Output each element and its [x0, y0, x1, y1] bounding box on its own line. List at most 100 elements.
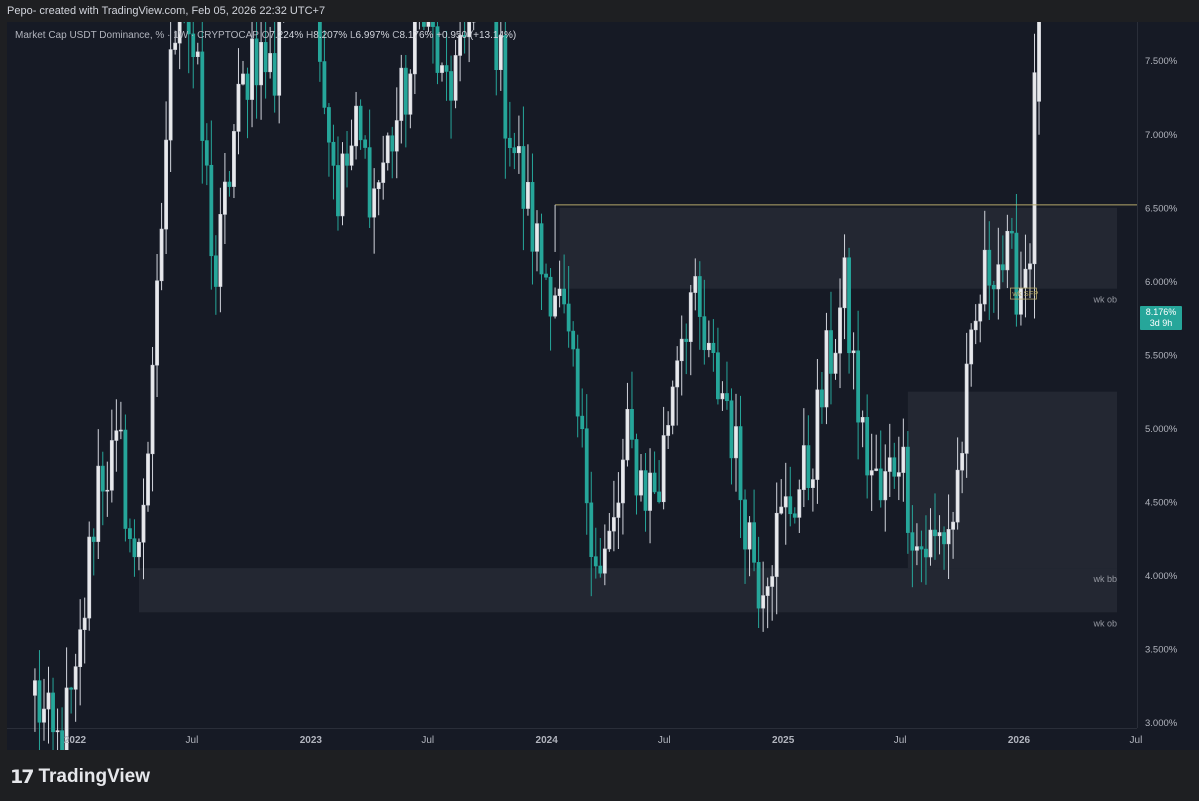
candle-body: [46, 692, 51, 710]
candle-body: [937, 532, 942, 537]
zone-label-0: wk ob: [1092, 618, 1117, 628]
candle-body: [571, 330, 576, 350]
candle-body: [195, 51, 200, 57]
y-tick-label: 7.500%: [1145, 56, 1178, 67]
candle-body: [734, 426, 738, 459]
candle-body: [526, 182, 530, 209]
candle-body: [345, 153, 349, 166]
candle-body: [236, 83, 241, 132]
candle-body: [42, 708, 46, 723]
tradingview-mark-icon: 17: [10, 766, 34, 788]
candle-body: [250, 38, 254, 100]
candle-body: [806, 445, 811, 488]
candle-body: [422, 22, 426, 27]
candle-body: [114, 430, 119, 441]
candle-body: [874, 468, 879, 471]
candle-body: [611, 517, 616, 532]
legend-change: +0.950 (+13.14%): [436, 30, 517, 41]
candle-body: [1005, 230, 1010, 271]
legend-high: 8.207%: [313, 30, 348, 41]
candle-body: [354, 105, 358, 147]
candle-body: [729, 400, 734, 459]
candle-body: [666, 425, 671, 436]
candle-body: [1014, 232, 1019, 315]
legend-low: 6.997%: [355, 30, 390, 41]
candle-body: [815, 389, 820, 480]
candle-body: [155, 280, 159, 366]
candle-body: [598, 565, 603, 574]
candle-body: [955, 469, 960, 523]
candle-body: [403, 67, 408, 115]
candle-body: [625, 409, 630, 461]
candle-body: [159, 228, 164, 282]
x-tick-label: 2026: [1008, 735, 1031, 746]
candle-body: [1009, 230, 1014, 234]
candle-body: [51, 692, 55, 733]
candle-body: [946, 529, 951, 545]
y-tick-label: 3.500%: [1145, 645, 1178, 656]
x-tick-label: 2023: [300, 735, 323, 746]
candle-body: [512, 147, 517, 154]
x-tick-label: Jul: [186, 735, 199, 746]
bar-countdown: 3d 9h: [1149, 318, 1173, 328]
candle-body: [245, 73, 250, 100]
candle-body: [987, 249, 992, 286]
candle-body: [856, 350, 861, 423]
candle-body: [842, 257, 847, 309]
candle-body: [372, 188, 377, 218]
candle-body: [688, 292, 693, 342]
candle-body: [177, 22, 182, 44]
candle-body: [756, 562, 761, 609]
candle-body: [241, 73, 245, 85]
candle-body: [227, 181, 232, 187]
candle-body: [697, 276, 702, 317]
candle-body: [616, 502, 621, 518]
candle-body: [761, 595, 766, 609]
candle-body: [55, 730, 60, 733]
candle-body: [915, 546, 919, 551]
candle-body: [218, 214, 223, 287]
candle-body: [553, 295, 557, 317]
candle-body: [458, 35, 462, 56]
candle-body: [706, 342, 711, 351]
candle-body: [96, 465, 101, 542]
candle-body: [82, 617, 87, 630]
symbol-legend: Market Cap USDT Dominance, % · 1W · CRYP…: [15, 30, 516, 41]
candle-body: [1000, 264, 1005, 271]
candle-body: [128, 528, 132, 539]
y-tick-label: 5.000%: [1145, 424, 1178, 435]
candle-body: [1023, 268, 1028, 289]
candle-body: [408, 73, 413, 115]
candle-body: [792, 513, 797, 518]
candle-body: [978, 303, 983, 322]
tradingview-logo[interactable]: 17 TradingView: [10, 766, 150, 788]
candle-body: [87, 536, 92, 619]
candle-body: [164, 139, 169, 230]
candle-body: [829, 330, 833, 374]
candle-body: [376, 182, 381, 190]
candle-body: [580, 415, 585, 430]
legend-open-label: O: [261, 30, 270, 41]
candle-body: [607, 530, 612, 550]
candle-body: [982, 249, 987, 305]
candle-body: [743, 499, 747, 550]
candle-body: [322, 61, 327, 108]
header-bar: Pepo- created with TradingView.com, Feb …: [0, 0, 1199, 22]
candle-body: [462, 35, 467, 38]
candle-body: [797, 489, 802, 518]
candle-body: [444, 65, 449, 72]
candle-body: [530, 182, 535, 252]
candle-body: [340, 153, 345, 217]
candle-body: [449, 71, 453, 101]
candle-body: [516, 146, 521, 154]
candle-body: [381, 162, 386, 183]
candle-body: [1028, 263, 1032, 270]
candle-body: [498, 35, 503, 70]
candle-body: [951, 521, 955, 530]
zone-label-1: wk bb: [1092, 574, 1117, 584]
candle-body: [412, 22, 417, 75]
candle-body: [869, 470, 874, 476]
candle-body: [73, 666, 78, 690]
